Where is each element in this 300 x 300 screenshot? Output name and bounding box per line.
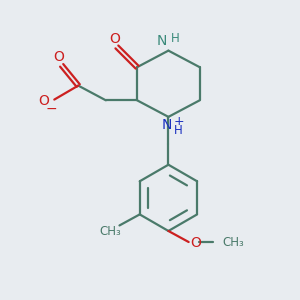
Text: −: − <box>46 102 57 116</box>
Text: +: + <box>173 115 184 128</box>
Text: N: N <box>157 34 167 48</box>
Text: O: O <box>39 94 50 108</box>
Text: CH₃: CH₃ <box>99 225 121 238</box>
Text: H: H <box>171 32 179 45</box>
Text: O: O <box>53 50 64 64</box>
Text: N: N <box>161 118 172 132</box>
Text: O: O <box>190 236 201 250</box>
Text: CH₃: CH₃ <box>223 236 244 248</box>
Text: H: H <box>174 124 183 136</box>
Text: O: O <box>109 32 120 46</box>
